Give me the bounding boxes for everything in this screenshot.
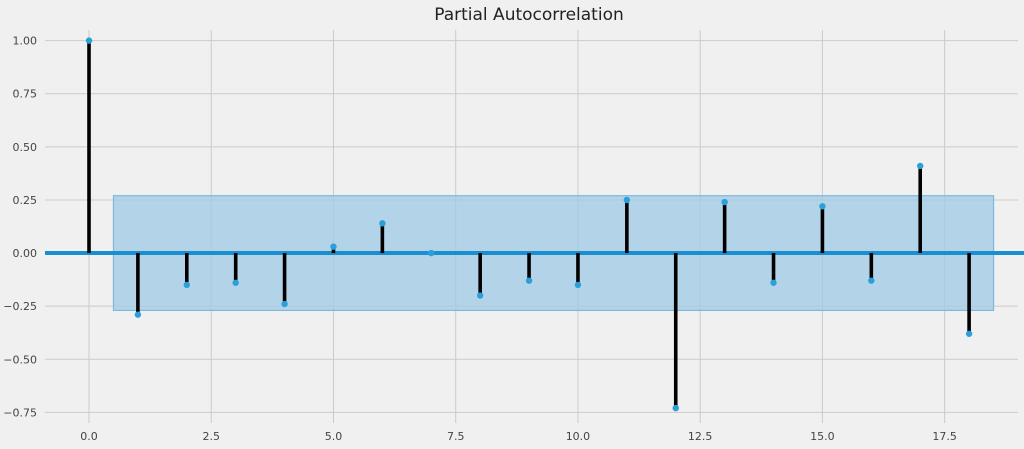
marker-lag-9	[525, 277, 533, 284]
marker-lag-4	[281, 300, 288, 308]
marker-lag-2	[183, 281, 190, 289]
x-tick-label: 10.0	[566, 430, 591, 443]
y-tick-label: −0.50	[3, 353, 37, 366]
stems-layer	[87, 40, 971, 409]
marker-lag-12	[672, 404, 679, 412]
marker-lag-14	[770, 279, 777, 286]
marker-lag-7	[428, 249, 435, 257]
x-tick-labels: 0.0 2.5 5.0 7.5 10.0 12.5 15.0 17.5	[80, 430, 957, 443]
y-tick-label: 0.50	[13, 141, 38, 154]
marker-lag-10	[574, 281, 582, 289]
marker-lag-0	[85, 37, 93, 44]
marker-lag-6	[379, 220, 386, 227]
y-tick-labels: 1.00 0.75 0.50 0.25 0.00 −0.25 −0.50 −0.75	[3, 35, 37, 420]
marker-lag-5	[330, 243, 337, 250]
x-tick-label: 15.0	[810, 430, 835, 443]
y-tick-label: 0.25	[13, 194, 38, 207]
x-tick-label: 0.0	[80, 430, 98, 443]
marker-lag-13	[721, 198, 728, 206]
marker-lag-11	[623, 196, 631, 204]
marker-lag-15	[819, 203, 826, 210]
marker-lag-16	[868, 277, 875, 284]
y-tick-label: 1.00	[13, 35, 38, 48]
x-tick-label: 5.0	[325, 430, 343, 443]
x-tick-label: 12.5	[688, 430, 713, 443]
x-tick-label: 17.5	[932, 430, 957, 443]
marker-lag-18	[965, 330, 973, 337]
y-tick-label: 0.00	[13, 247, 38, 260]
y-tick-label: 0.75	[13, 88, 38, 101]
marker-lag-17	[917, 162, 924, 170]
marker-lag-1	[134, 311, 142, 318]
x-tick-label: 2.5	[202, 430, 220, 443]
marker-lag-3	[232, 279, 239, 286]
chart-title: Partial Autocorrelation	[434, 5, 624, 25]
x-tick-label: 7.5	[447, 430, 465, 443]
y-tick-label: −0.25	[3, 300, 37, 313]
markers-layer	[85, 37, 973, 412]
marker-lag-8	[476, 292, 484, 299]
y-tick-label: −0.75	[3, 406, 37, 419]
